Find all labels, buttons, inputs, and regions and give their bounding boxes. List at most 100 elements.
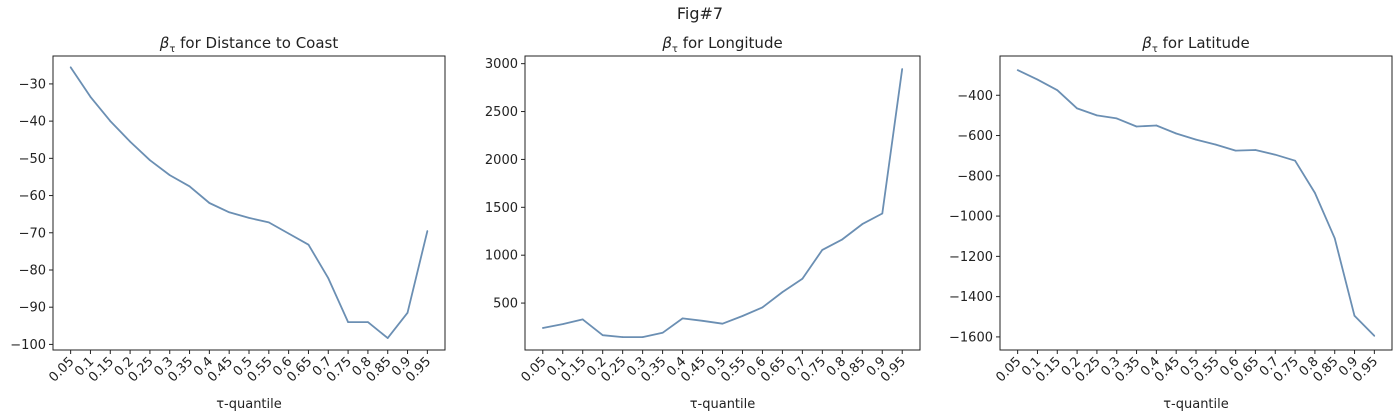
data-point — [741, 315, 744, 317]
y-tick-label: 2500 — [485, 105, 518, 120]
data-point — [641, 336, 644, 338]
data-point — [901, 68, 904, 70]
data-point — [1056, 89, 1059, 92]
series-line — [542, 68, 904, 339]
data-point — [1175, 132, 1177, 135]
y-tick-label: −80 — [19, 263, 46, 278]
y-tick-label: −70 — [19, 226, 46, 241]
data-point — [1096, 114, 1098, 117]
title-subscript: τ — [1152, 44, 1158, 55]
data-point — [1155, 124, 1158, 127]
data-point — [406, 311, 409, 314]
title-text: for Latitude — [1158, 34, 1250, 52]
data-point — [1016, 69, 1019, 71]
data-point — [881, 212, 884, 215]
data-point — [601, 334, 604, 336]
y-tick-label: 500 — [493, 297, 518, 312]
data-point — [1115, 117, 1118, 120]
data-point — [386, 337, 389, 339]
data-point — [327, 277, 330, 279]
y-tick-label: 1000 — [485, 249, 518, 264]
data-point — [89, 96, 92, 98]
data-point — [1353, 314, 1356, 317]
data-point — [781, 291, 784, 293]
x-axis-label: τ-quantile — [216, 397, 282, 412]
data-point — [268, 221, 270, 224]
data-point — [1135, 125, 1138, 128]
data-point — [208, 202, 211, 204]
title-symbol: β — [1141, 34, 1152, 52]
chart-distance-to-coast: βτ for Distance to Coast −30 −40 −50 −60 −70 −… — [10, 34, 446, 412]
data-point — [1036, 78, 1039, 81]
title-symbol: β — [661, 34, 672, 52]
data-point — [1215, 143, 1217, 146]
y-tick-label: 1500 — [485, 201, 518, 216]
y-tick-label: −50 — [19, 152, 46, 167]
data-point — [347, 321, 349, 323]
chart-title: βτ for Latitude — [1141, 34, 1250, 55]
data-point — [109, 120, 112, 122]
axes-frame — [999, 55, 1393, 351]
data-point — [1314, 192, 1316, 194]
data-point — [861, 223, 864, 225]
data-point — [661, 331, 664, 334]
y-tick-label: −1000 — [949, 210, 993, 225]
data-point — [581, 318, 584, 321]
y-tick-label: −800 — [957, 169, 993, 184]
data-point — [1234, 149, 1237, 152]
data-point — [248, 217, 250, 219]
series-line — [69, 66, 429, 340]
data-point — [129, 140, 131, 143]
y-tick-label: −400 — [957, 89, 993, 104]
data-point — [1254, 149, 1257, 151]
data-point — [801, 277, 804, 280]
data-point — [69, 66, 72, 68]
data-point — [149, 159, 151, 162]
data-point — [701, 319, 704, 322]
title-subscript: τ — [169, 44, 175, 55]
y-tick-label: −40 — [19, 115, 46, 130]
y-tick-label: 3000 — [485, 57, 518, 72]
data-point — [1274, 153, 1277, 156]
axes-frame — [52, 55, 446, 351]
data-point — [721, 322, 724, 325]
series-line — [1017, 69, 1376, 337]
data-point — [168, 174, 171, 176]
data-point — [426, 230, 429, 232]
data-point — [1195, 138, 1197, 141]
data-point — [621, 336, 624, 338]
title-subscript: τ — [672, 44, 678, 55]
data-point — [228, 211, 230, 214]
data-point — [188, 185, 191, 188]
y-tick-label: −30 — [19, 77, 46, 92]
data-point — [1373, 335, 1376, 337]
chart-title: βτ for Distance to Coast — [159, 34, 339, 55]
axes-frame — [524, 55, 921, 351]
data-point — [367, 321, 369, 323]
title-text: for Distance to Coast — [175, 34, 338, 52]
y-tick-label: −600 — [957, 129, 993, 144]
y-tick-label: 2000 — [485, 153, 518, 168]
x-axis-label: τ-quantile — [690, 397, 756, 412]
data-point — [561, 323, 564, 325]
data-point — [1076, 107, 1078, 110]
chart-latitude: βτ for Latitude −400 −600 −800 −1000 −1200 −14… — [949, 34, 1393, 412]
figure-title: Fig#7 — [676, 4, 724, 23]
data-point — [307, 243, 310, 246]
data-point — [681, 317, 684, 320]
data-point — [761, 306, 764, 309]
y-tick-label: −90 — [19, 301, 46, 316]
y-tick-label: −1600 — [949, 330, 993, 345]
title-text: for Longitude — [678, 34, 783, 52]
data-point — [287, 232, 290, 235]
data-point — [1333, 237, 1336, 240]
data-point — [1294, 159, 1296, 162]
chart-title: βτ for Longitude — [661, 34, 782, 55]
y-tick-label: −60 — [19, 189, 46, 204]
y-tick-label: −1400 — [949, 290, 993, 305]
data-point — [841, 238, 844, 241]
title-symbol: β — [159, 34, 170, 52]
x-axis-label: τ-quantile — [1163, 397, 1229, 412]
data-point — [541, 327, 544, 329]
chart-longitude: βτ for Longitude500100015002000250030000… — [485, 34, 921, 412]
